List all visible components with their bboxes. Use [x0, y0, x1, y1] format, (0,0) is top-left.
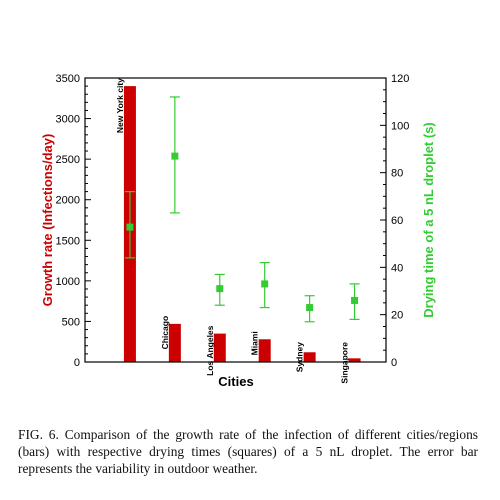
category-label: Sydney: [295, 342, 305, 373]
category-label: New York city: [115, 78, 125, 133]
drying-time-point: [126, 223, 134, 231]
left-tick-label: 0: [74, 357, 80, 369]
left-tick-label: 2500: [56, 154, 80, 166]
drying-time-point: [171, 152, 179, 160]
left-axis-label: Growth rate (Infections/day): [40, 134, 55, 307]
right-axis-label: Drying time of a 5 nL droplet (s): [421, 122, 436, 318]
right-tick-label: 120: [391, 73, 409, 85]
right-tick-label: 0: [391, 357, 397, 369]
drying-time-point: [216, 285, 224, 293]
left-tick-label: 1000: [56, 276, 80, 288]
category-label: Los Angeles: [205, 325, 215, 375]
bar: [213, 333, 226, 362]
left-tick-label: 3000: [56, 114, 80, 126]
category-label: Miami: [250, 331, 260, 355]
bar: [348, 358, 361, 362]
x-axis-label: Cities: [218, 374, 253, 389]
right-tick-label: 100: [391, 120, 409, 132]
drying-time-point: [351, 296, 359, 304]
right-tick-label: 80: [391, 168, 403, 180]
right-tick-label: 40: [391, 262, 403, 274]
left-tick-label: 2000: [56, 195, 80, 207]
right-tick-label: 60: [391, 215, 403, 227]
bar: [258, 339, 271, 362]
left-tick-label: 3500: [56, 73, 80, 85]
left-tick-label: 1500: [56, 235, 80, 247]
left-tick-label: 500: [62, 316, 80, 328]
drying-time-point: [306, 304, 314, 312]
figure-caption: FIG. 6. Comparison of the growth rate of…: [18, 427, 478, 476]
category-label: Chicago: [160, 316, 170, 350]
right-tick-label: 20: [391, 310, 403, 322]
bar: [303, 352, 316, 362]
bar: [168, 323, 181, 362]
category-label: Singapore: [340, 342, 350, 384]
dual-axis-chart: New York city Chicago Los Angeles Miami Sydn…: [40, 73, 436, 389]
drying-time-point: [261, 280, 269, 288]
